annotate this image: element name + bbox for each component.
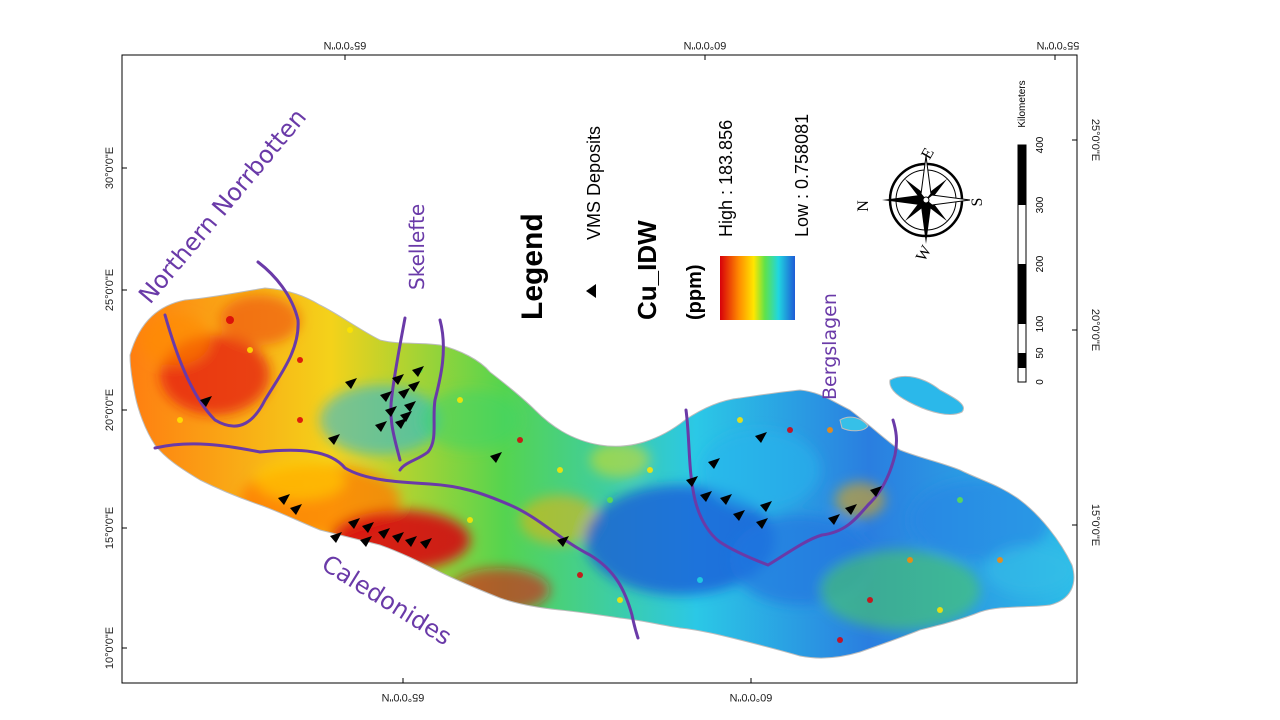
vms-marker [686, 476, 698, 487]
vms-marker [420, 538, 432, 549]
scale-bar: 0 50 100 200 300 400 Kilometers [1017, 80, 1046, 384]
top-lat-label-60: 60°0'0"N [684, 39, 727, 51]
vms-marker [375, 421, 387, 432]
bottom-lat-label-65: 65°0'0"N [382, 691, 425, 703]
vms-marker [348, 518, 360, 529]
top-ticks [344, 55, 1056, 60]
legend-unit: (ppm) [684, 264, 706, 320]
top-lat-label-65: 65°0'0"N [324, 39, 367, 51]
norrbotten-boundary [163, 260, 300, 428]
vms-marker [828, 514, 840, 525]
scale-tick-400: 400 [1035, 136, 1046, 153]
vms-marker [290, 504, 302, 515]
right-lon-label-15: 15°0'0"E [1089, 504, 1101, 546]
vms-marker [404, 401, 416, 412]
legend-layer-title: Cu_IDW [632, 220, 662, 320]
scale-tick-200: 200 [1035, 255, 1046, 272]
vms-marker [700, 491, 712, 502]
vms-marker [756, 518, 768, 529]
vms-marker [412, 366, 424, 377]
top-lat-label-55: 55°0'0"N [1037, 39, 1080, 51]
bottom-ticks [402, 678, 752, 683]
legend-color-ramp [720, 256, 795, 320]
legend: Legend VMS Deposits Cu_IDW (ppm) High : … [516, 114, 812, 320]
vms-marker [755, 432, 767, 443]
region-boundaries [153, 260, 898, 640]
legend-vms-marker [586, 284, 596, 298]
vms-marker [328, 434, 340, 445]
vms-marker [720, 494, 732, 505]
vms-marker [345, 378, 357, 389]
legend-vms-label: VMS Deposits [584, 126, 604, 240]
legend-low-label: Low : 0.758081 [792, 114, 812, 237]
scale-unit: Kilometers [1017, 80, 1028, 127]
vms-marker [362, 522, 374, 533]
right-lon-label-25: 25°0'0"E [1089, 119, 1101, 161]
vms-marker [278, 494, 290, 505]
bottom-lat-label-60: 60°0'0"N [730, 691, 773, 703]
vms-marker [380, 391, 392, 402]
vms-marker [870, 486, 882, 497]
compass-s: S [969, 198, 986, 207]
scale-tick-0: 0 [1035, 379, 1046, 385]
vms-marker [392, 374, 404, 385]
vms-marker [385, 406, 397, 417]
vms-marker [408, 381, 420, 392]
vms-marker [400, 411, 412, 422]
scale-tick-300: 300 [1035, 196, 1046, 213]
vms-marker [557, 536, 569, 547]
vms-deposits [200, 366, 882, 549]
right-lon-label-20: 20°0'0"E [1089, 309, 1101, 351]
legend-high-label: High : 183.856 [716, 120, 736, 237]
left-lon-label-30: 30°0'0"E [104, 147, 116, 189]
vms-marker [845, 504, 857, 515]
vms-marker [398, 388, 410, 399]
vms-marker [490, 452, 502, 463]
vms-marker [378, 528, 390, 539]
left-lon-label-10: 10°0'0"E [104, 627, 116, 669]
bergslagen-boundary [684, 408, 898, 567]
region-label-bergslagen: Bergslagen [819, 293, 841, 400]
left-lon-label-15: 15°0'0"E [104, 507, 116, 549]
skellefte-boundary-west [389, 316, 407, 462]
vms-marker [200, 396, 212, 407]
vms-marker [708, 458, 720, 469]
compass-rose [882, 155, 971, 244]
vms-marker [392, 532, 404, 543]
vms-marker [395, 418, 407, 429]
caledonides-front [153, 442, 640, 640]
right-ticks [1072, 139, 1077, 526]
vms-marker [360, 536, 372, 547]
scale-tick-50: 50 [1035, 347, 1046, 359]
left-ticks [122, 167, 127, 649]
scale-tick-100: 100 [1035, 315, 1046, 332]
left-lon-label-20: 20°0'0"E [104, 389, 116, 431]
left-lon-label-25: 25°0'0"E [104, 269, 116, 311]
legend-title: Legend [516, 213, 549, 320]
vms-marker [733, 510, 745, 521]
vms-marker [405, 536, 417, 547]
vms-marker [760, 501, 772, 512]
skellefte-boundary-east [398, 318, 445, 472]
compass-n: N [855, 200, 872, 212]
vms-marker [330, 532, 342, 543]
region-label-skellefte: Skellefte [405, 204, 429, 290]
